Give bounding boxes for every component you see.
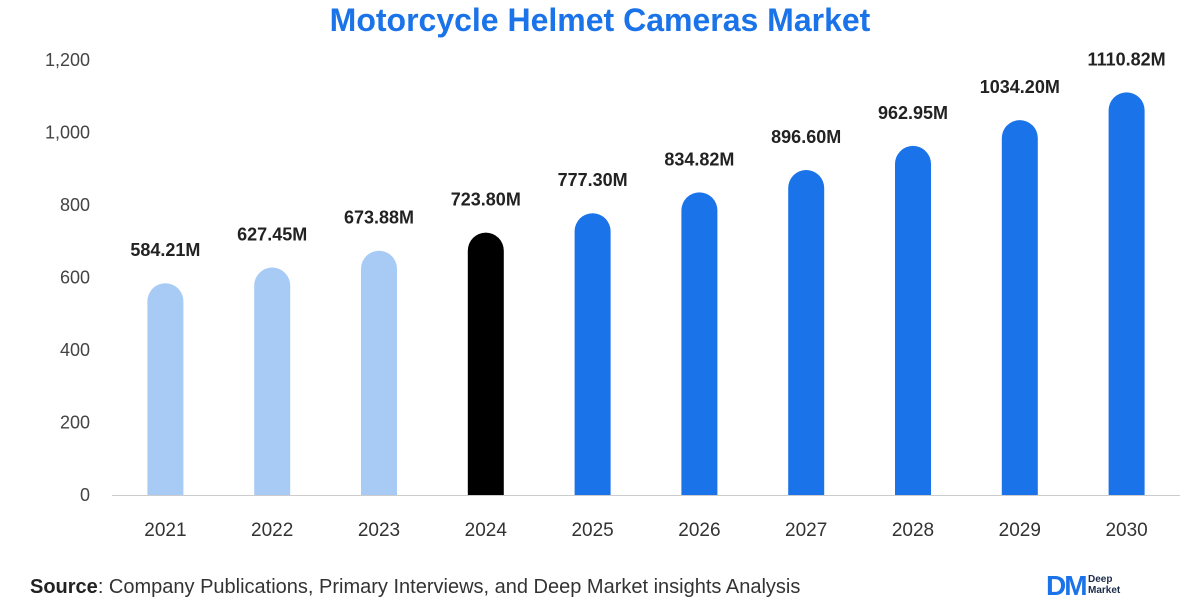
source-text: : Company Publications, Primary Intervie… xyxy=(97,576,801,598)
bar-2026 xyxy=(681,192,718,495)
data-label-2027: 896.60M xyxy=(771,127,841,147)
data-label-2029: 1034.20M xyxy=(980,77,1060,97)
bar-2029 xyxy=(1001,120,1038,495)
x-axis: 2021 2022 2023 2024 2025 2026 2027 2028 2029 2030 xyxy=(144,520,1147,541)
source-label: Source xyxy=(30,576,98,598)
y-tick-label: 800 xyxy=(60,195,90,215)
data-labels-group: 584.21M 627.45M 673.88M 723.80M 777.30M 834.8… xyxy=(130,49,1165,260)
data-label-2028: 962.95M xyxy=(878,103,948,123)
x-tick-label-2029: 2029 xyxy=(999,520,1041,541)
logo-mark: DM xyxy=(1046,570,1088,601)
bar-2021 xyxy=(147,283,184,495)
data-label-2030: 1110.82M xyxy=(1088,49,1166,69)
data-label-2022: 627.45M xyxy=(237,225,307,245)
x-tick-label-2024: 2024 xyxy=(465,520,508,541)
x-tick-label-2027: 2027 xyxy=(785,520,827,541)
y-tick-label: 600 xyxy=(60,268,90,288)
x-tick-label-2021: 2021 xyxy=(144,520,186,541)
x-tick-label-2026: 2026 xyxy=(678,520,720,541)
y-tick-label: 400 xyxy=(60,340,90,360)
y-tick-label: 200 xyxy=(60,413,90,433)
data-label-2025: 777.30M xyxy=(558,170,628,190)
logo-wordmark: Deep Market xyxy=(1088,574,1120,596)
x-tick-label-2023: 2023 xyxy=(358,520,400,541)
y-tick-label: 1,000 xyxy=(45,123,90,143)
y-axis: 0 200 400 600 800 1,000 1,200 xyxy=(45,50,1180,505)
bar-2025 xyxy=(574,213,611,495)
logo-line-1: Deep xyxy=(1088,574,1113,585)
bar-2030 xyxy=(1108,92,1145,495)
x-tick-label-2030: 2030 xyxy=(1105,520,1147,541)
x-tick-label-2022: 2022 xyxy=(251,520,293,541)
x-tick-label-2025: 2025 xyxy=(571,520,613,541)
bar-2027 xyxy=(788,169,825,496)
chart-title: Motorcycle Helmet Cameras Market xyxy=(329,2,871,38)
bar-2023 xyxy=(361,250,397,495)
logo-line-2: Market xyxy=(1088,585,1121,596)
y-tick-label: 0 xyxy=(80,485,90,505)
data-label-2023: 673.88M xyxy=(344,208,414,228)
x-tick-label-2028: 2028 xyxy=(892,520,934,541)
bars-group xyxy=(147,92,1145,496)
bar-2028 xyxy=(895,145,931,496)
bar-2024 xyxy=(467,232,504,495)
data-label-2026: 834.82M xyxy=(664,149,734,169)
data-label-2024: 723.80M xyxy=(451,190,521,210)
y-tick-label: 1,200 xyxy=(45,50,90,70)
brand-logo: DM Deep Market xyxy=(1040,570,1200,601)
bar-2022 xyxy=(254,267,291,495)
data-label-2021: 584.21M xyxy=(130,240,200,260)
source-note: Source: Company Publications, Primary In… xyxy=(30,574,800,600)
bar-chart: 0 200 400 600 800 1,000 1,200 2021 2022 2023 2024… xyxy=(45,49,1180,541)
